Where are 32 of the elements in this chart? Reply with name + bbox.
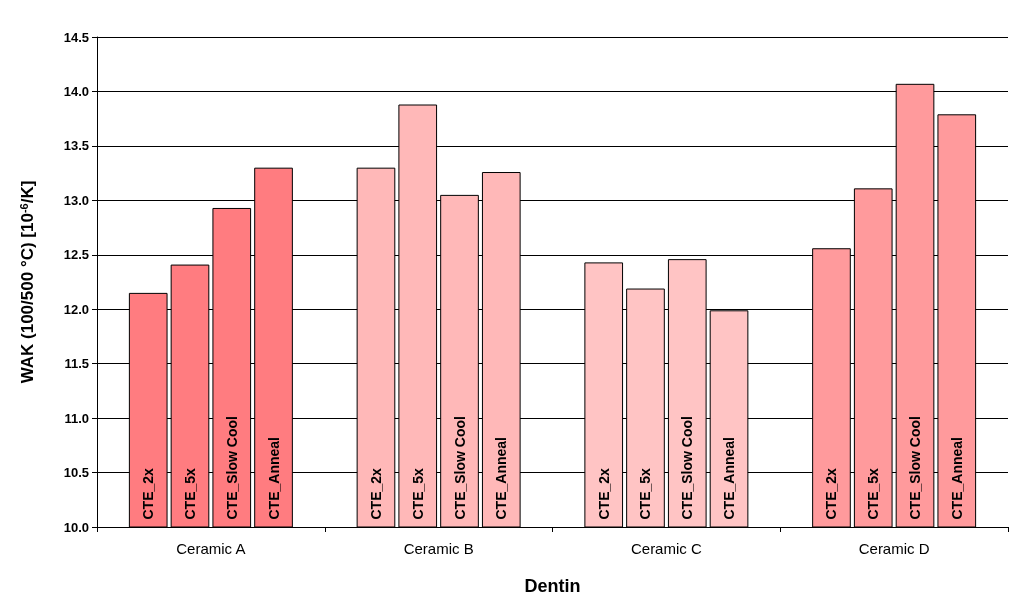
series-label: CTE_Slow Cool: [223, 416, 240, 520]
y-tick-label: 14.0: [63, 83, 89, 99]
text: CTE_Anneal: [721, 437, 738, 520]
text: CTE_2x: [595, 468, 612, 520]
y-tick-label: 13.0: [63, 192, 89, 208]
y-tick-label: 14.5: [63, 29, 89, 45]
y-axis-title: WAK (100/500 °C) [10-6/K]: [17, 180, 37, 384]
series-label: CTE_Anneal: [265, 437, 282, 520]
y-tick-label: 11.5: [64, 356, 89, 372]
y-tick-label: 12.0: [63, 301, 89, 317]
series-label: CTE_5x: [181, 467, 198, 520]
text: CTE_5x: [865, 468, 882, 520]
x-tick-label: Ceramic C: [630, 540, 702, 557]
series-label: CTE_2x: [140, 467, 157, 520]
text: CTE_Slow Cool: [679, 416, 696, 520]
text: CTE_5x: [637, 468, 654, 520]
text: CTE_Slow Cool: [451, 416, 468, 520]
text: CTE_5x: [409, 468, 426, 520]
text: CTE_2x: [823, 468, 840, 520]
y-tick-label: 10.0: [63, 519, 89, 535]
x-tick-label: Ceramic B: [403, 540, 474, 557]
text: CTE_Anneal: [948, 437, 965, 520]
y-tick-label: 13.5: [63, 138, 89, 154]
y-tick-label: 12.5: [63, 247, 89, 263]
text: CTE_2x: [367, 468, 384, 520]
text: CTE_Slow Cool: [907, 416, 924, 520]
x-tick-label: Ceramic A: [176, 540, 246, 557]
x-axis-title: Dentin: [524, 576, 581, 596]
y-tick-label: 11.0: [64, 410, 89, 426]
x-tick-label: Ceramic D: [858, 540, 930, 557]
y-tick-label: 10.5: [63, 465, 89, 481]
text: CTE_Anneal: [493, 437, 510, 520]
